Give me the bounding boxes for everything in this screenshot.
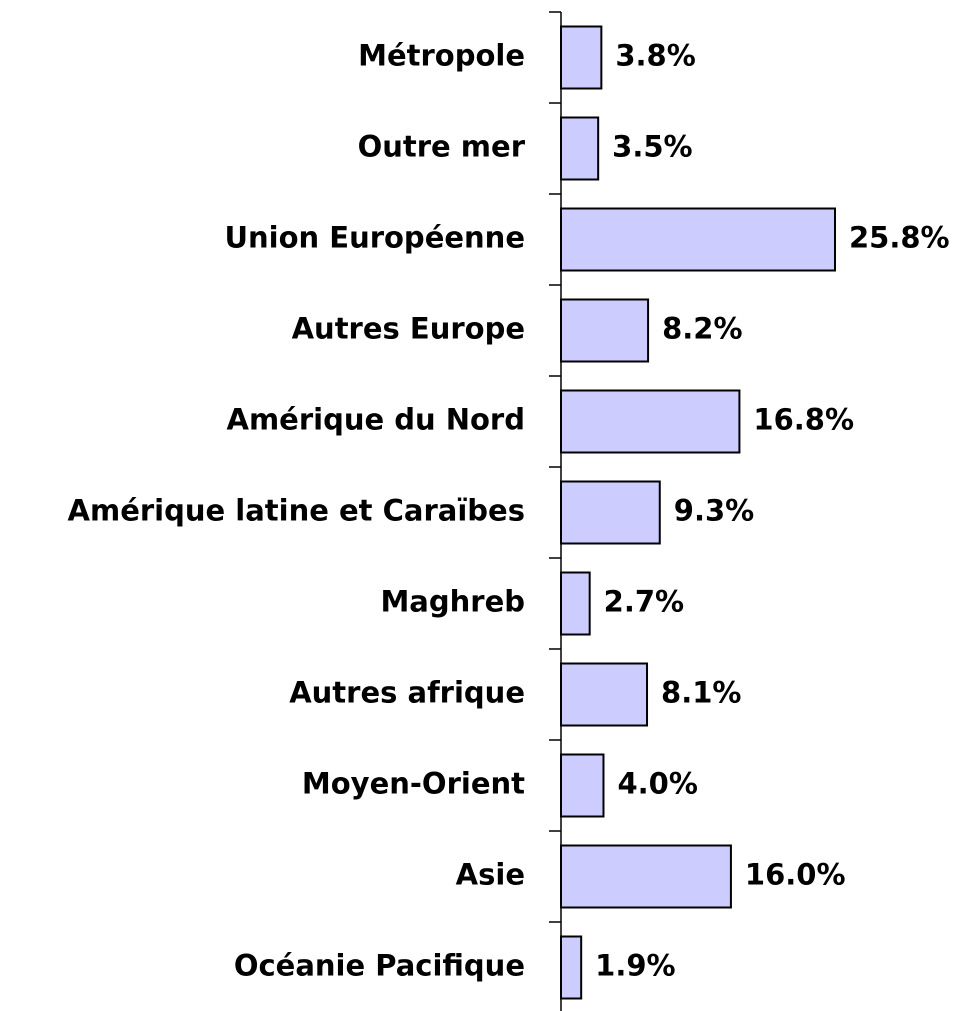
category-label: Océanie Pacifique — [234, 949, 525, 983]
value-label: 2.7% — [604, 585, 684, 619]
bar — [560, 662, 649, 727]
category-label: Maghreb — [380, 585, 525, 619]
category-label: Amérique latine et Caraïbes — [68, 494, 525, 528]
value-label: 16.0% — [745, 858, 846, 892]
value-label: 16.8% — [753, 403, 854, 437]
category-label: Union Européenne — [224, 221, 525, 255]
value-label: 4.0% — [617, 767, 697, 801]
value-label: 1.9% — [595, 949, 675, 983]
category-label: Autres Europe — [292, 312, 525, 346]
category-label: Amérique du Nord — [227, 403, 526, 437]
bar — [560, 389, 741, 454]
value-label: 25.8% — [849, 221, 950, 255]
category-label: Autres afrique — [289, 676, 525, 710]
bar — [560, 753, 605, 818]
value-label: 8.1% — [661, 676, 741, 710]
category-label: Moyen-Orient — [302, 767, 525, 801]
bar — [560, 116, 600, 181]
bar — [560, 25, 603, 90]
bar — [560, 571, 591, 636]
bar — [560, 298, 650, 363]
category-label: Asie — [456, 858, 525, 892]
bar — [560, 480, 661, 545]
bar — [560, 207, 836, 272]
category-label: Outre mer — [358, 130, 526, 164]
value-label: 3.8% — [615, 39, 695, 73]
value-label: 9.3% — [674, 494, 754, 528]
value-label: 8.2% — [662, 312, 742, 346]
value-label: 3.5% — [612, 130, 692, 164]
bar — [560, 844, 732, 909]
bar — [560, 935, 583, 1000]
category-label: Métropole — [358, 39, 525, 73]
